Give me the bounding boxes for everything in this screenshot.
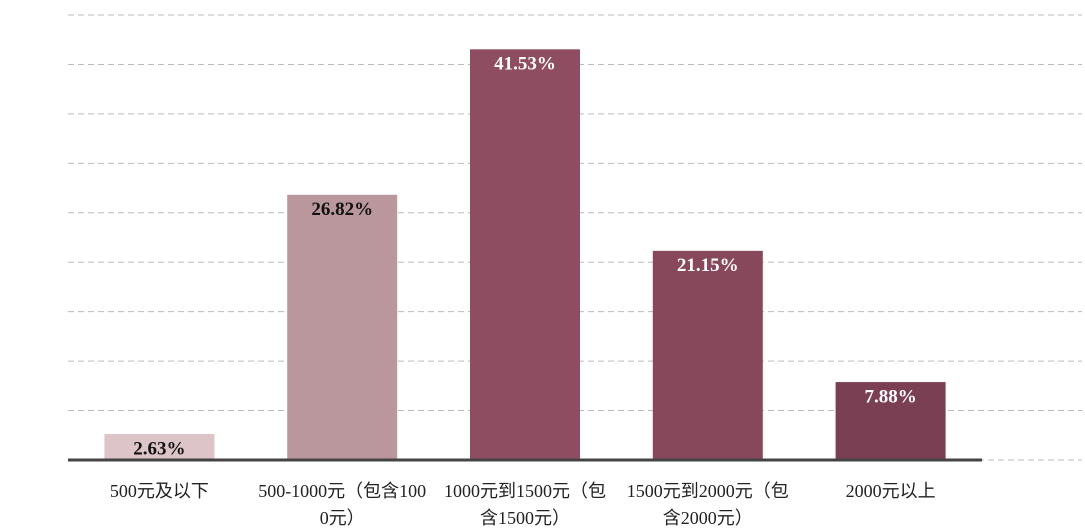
x-tick-label: 1500元到2000元（包含2000元） [626,481,789,528]
x-tick-label: 1000元到1500元（包含1500元） [444,481,606,528]
bar [652,250,763,460]
data-label: 7.88% [864,386,916,407]
bar [287,194,398,460]
data-label: 21.15% [677,255,739,276]
data-label: 41.53% [494,54,556,75]
bar [470,49,580,460]
data-label: 2.63% [133,438,185,459]
x-tick-label: 2000元以上 [845,481,936,501]
data-label: 26.82% [311,199,373,220]
bar [104,433,215,460]
bar [835,382,946,460]
x-tick-label: 500-1000元（包含1000元） [258,481,427,528]
x-tick-label: 500元及以下 [109,481,209,501]
